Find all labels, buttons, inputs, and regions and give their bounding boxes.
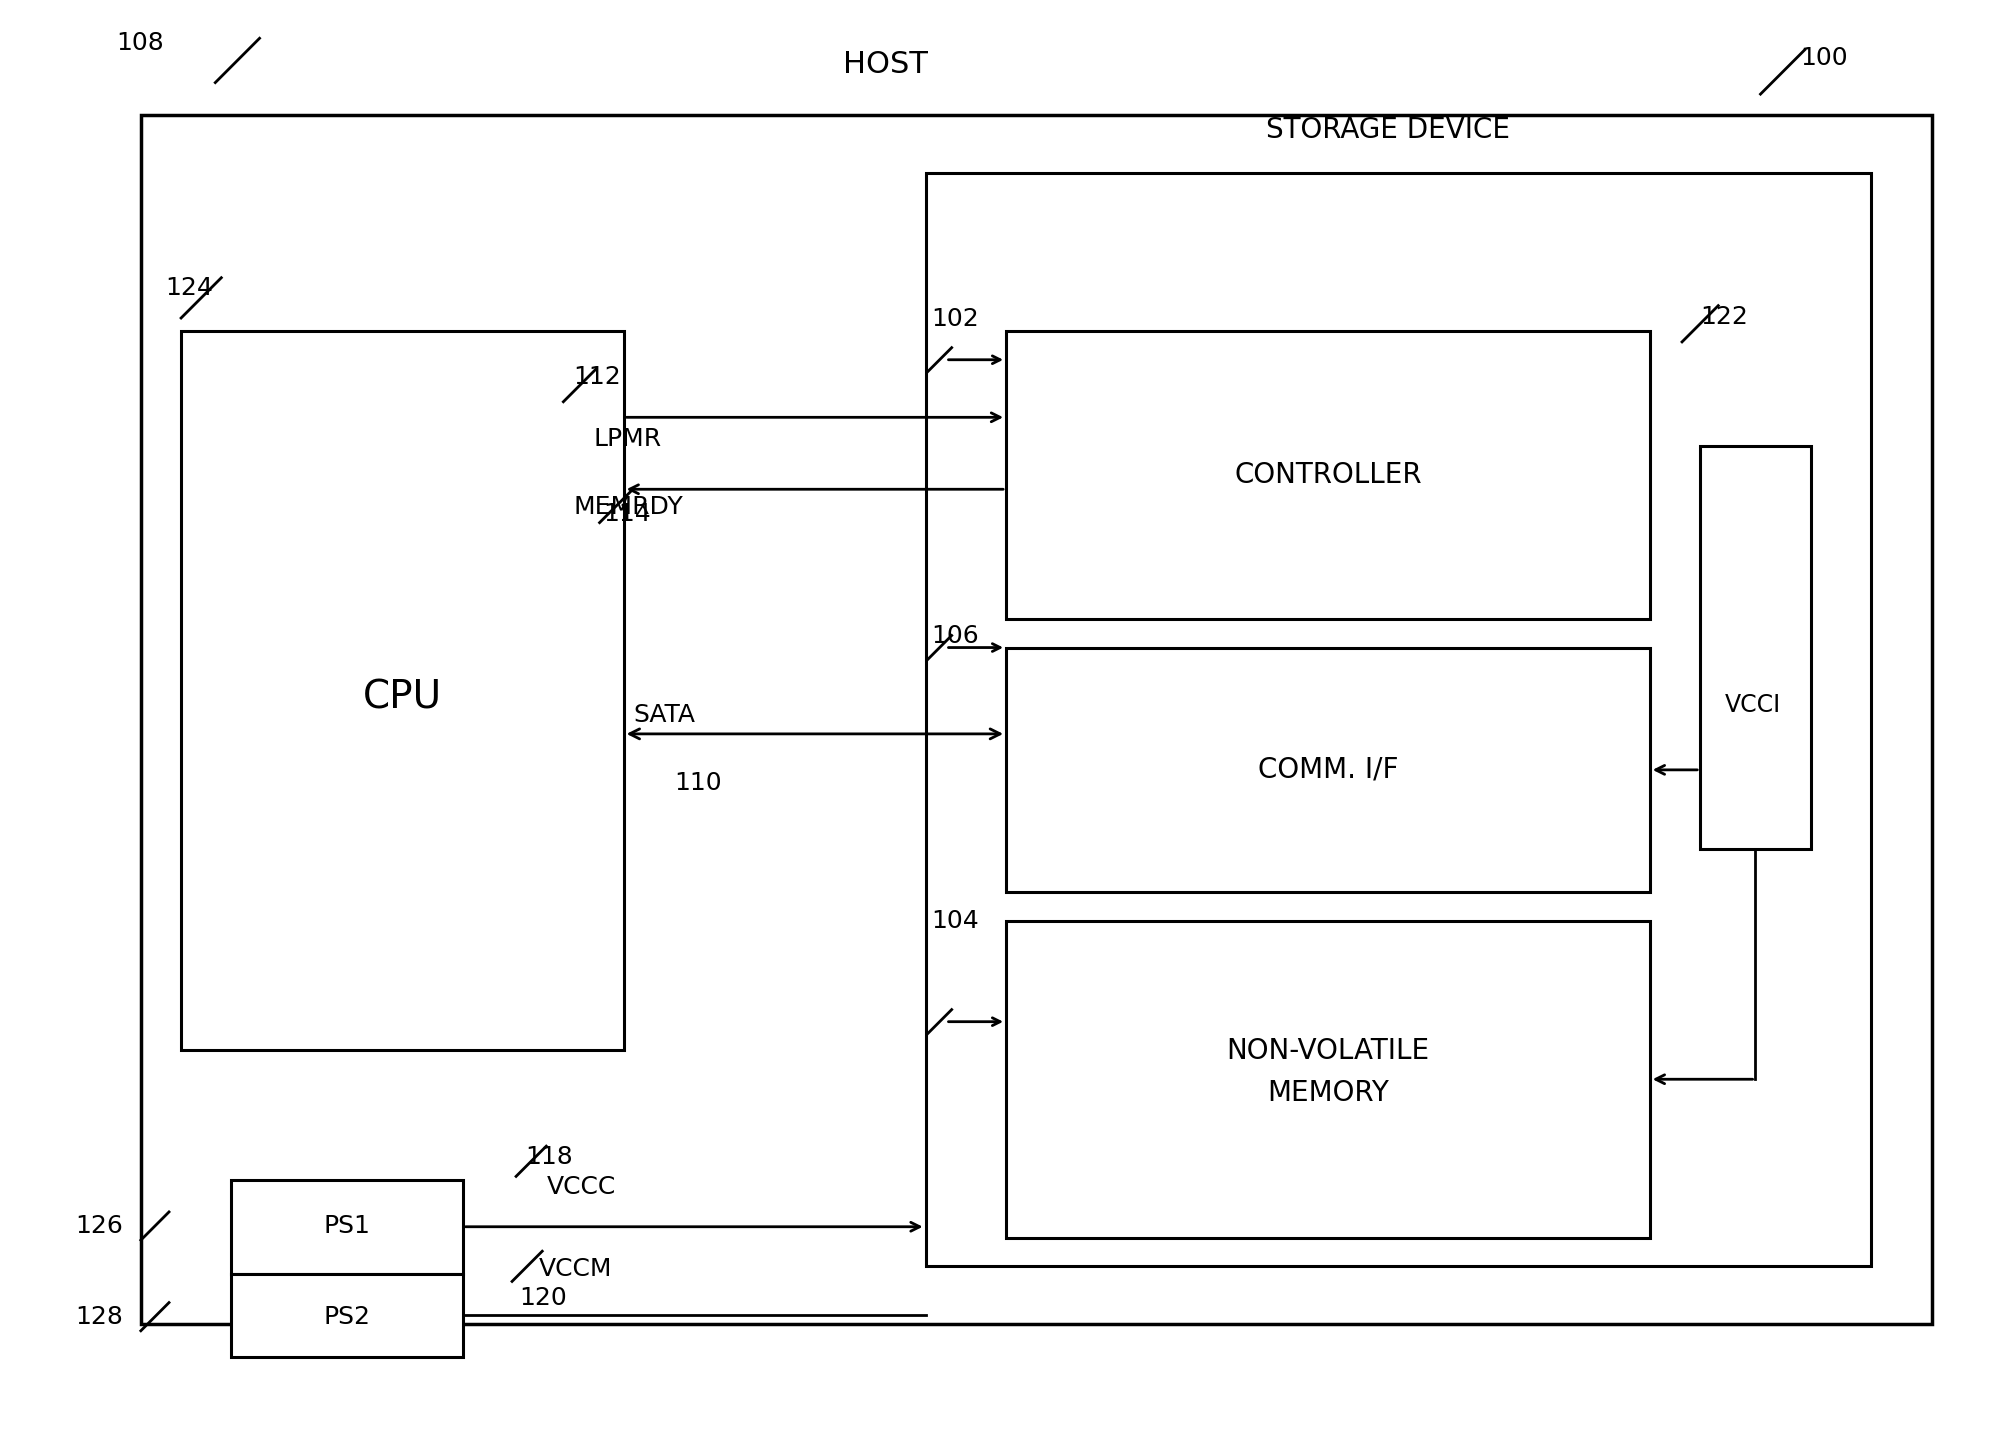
Text: COMM. I/F: COMM. I/F — [1258, 755, 1398, 784]
Text: VCCI: VCCI — [1724, 694, 1781, 717]
Text: 118: 118 — [525, 1145, 573, 1168]
Text: 128: 128 — [74, 1305, 123, 1328]
Text: CONTROLLER: CONTROLLER — [1233, 460, 1422, 489]
Text: SATA: SATA — [634, 704, 696, 727]
Bar — [141, 115, 1932, 1324]
Text: 126: 126 — [74, 1215, 123, 1238]
Bar — [1006, 648, 1650, 892]
Bar — [181, 331, 624, 1050]
Text: 122: 122 — [1700, 305, 1748, 328]
Text: VCCM: VCCM — [539, 1258, 614, 1281]
Text: 124: 124 — [165, 276, 213, 299]
Text: 114: 114 — [604, 502, 652, 525]
Text: 106: 106 — [932, 625, 980, 648]
Text: CPU: CPU — [362, 679, 443, 717]
Text: VCCC: VCCC — [547, 1176, 616, 1199]
Text: 112: 112 — [573, 366, 622, 389]
Text: PS1: PS1 — [324, 1215, 370, 1238]
Text: 104: 104 — [932, 909, 980, 932]
Text: 102: 102 — [932, 308, 980, 331]
Text: NON-VOLATILE
MEMORY: NON-VOLATILE MEMORY — [1227, 1038, 1429, 1107]
Text: MEMRDY: MEMRDY — [573, 495, 684, 518]
Bar — [1700, 446, 1811, 849]
Text: 100: 100 — [1801, 46, 1849, 69]
Text: PS2: PS2 — [324, 1305, 370, 1328]
Text: 108: 108 — [117, 32, 165, 55]
Text: HOST: HOST — [843, 50, 928, 79]
Bar — [1006, 331, 1650, 619]
Text: 120: 120 — [519, 1286, 567, 1309]
Bar — [1006, 921, 1650, 1238]
Text: STORAGE DEVICE: STORAGE DEVICE — [1266, 115, 1511, 144]
Bar — [231, 1180, 463, 1274]
Text: 110: 110 — [674, 771, 722, 794]
Bar — [231, 1274, 463, 1357]
Text: LPMR: LPMR — [594, 427, 662, 450]
Bar — [926, 173, 1871, 1266]
